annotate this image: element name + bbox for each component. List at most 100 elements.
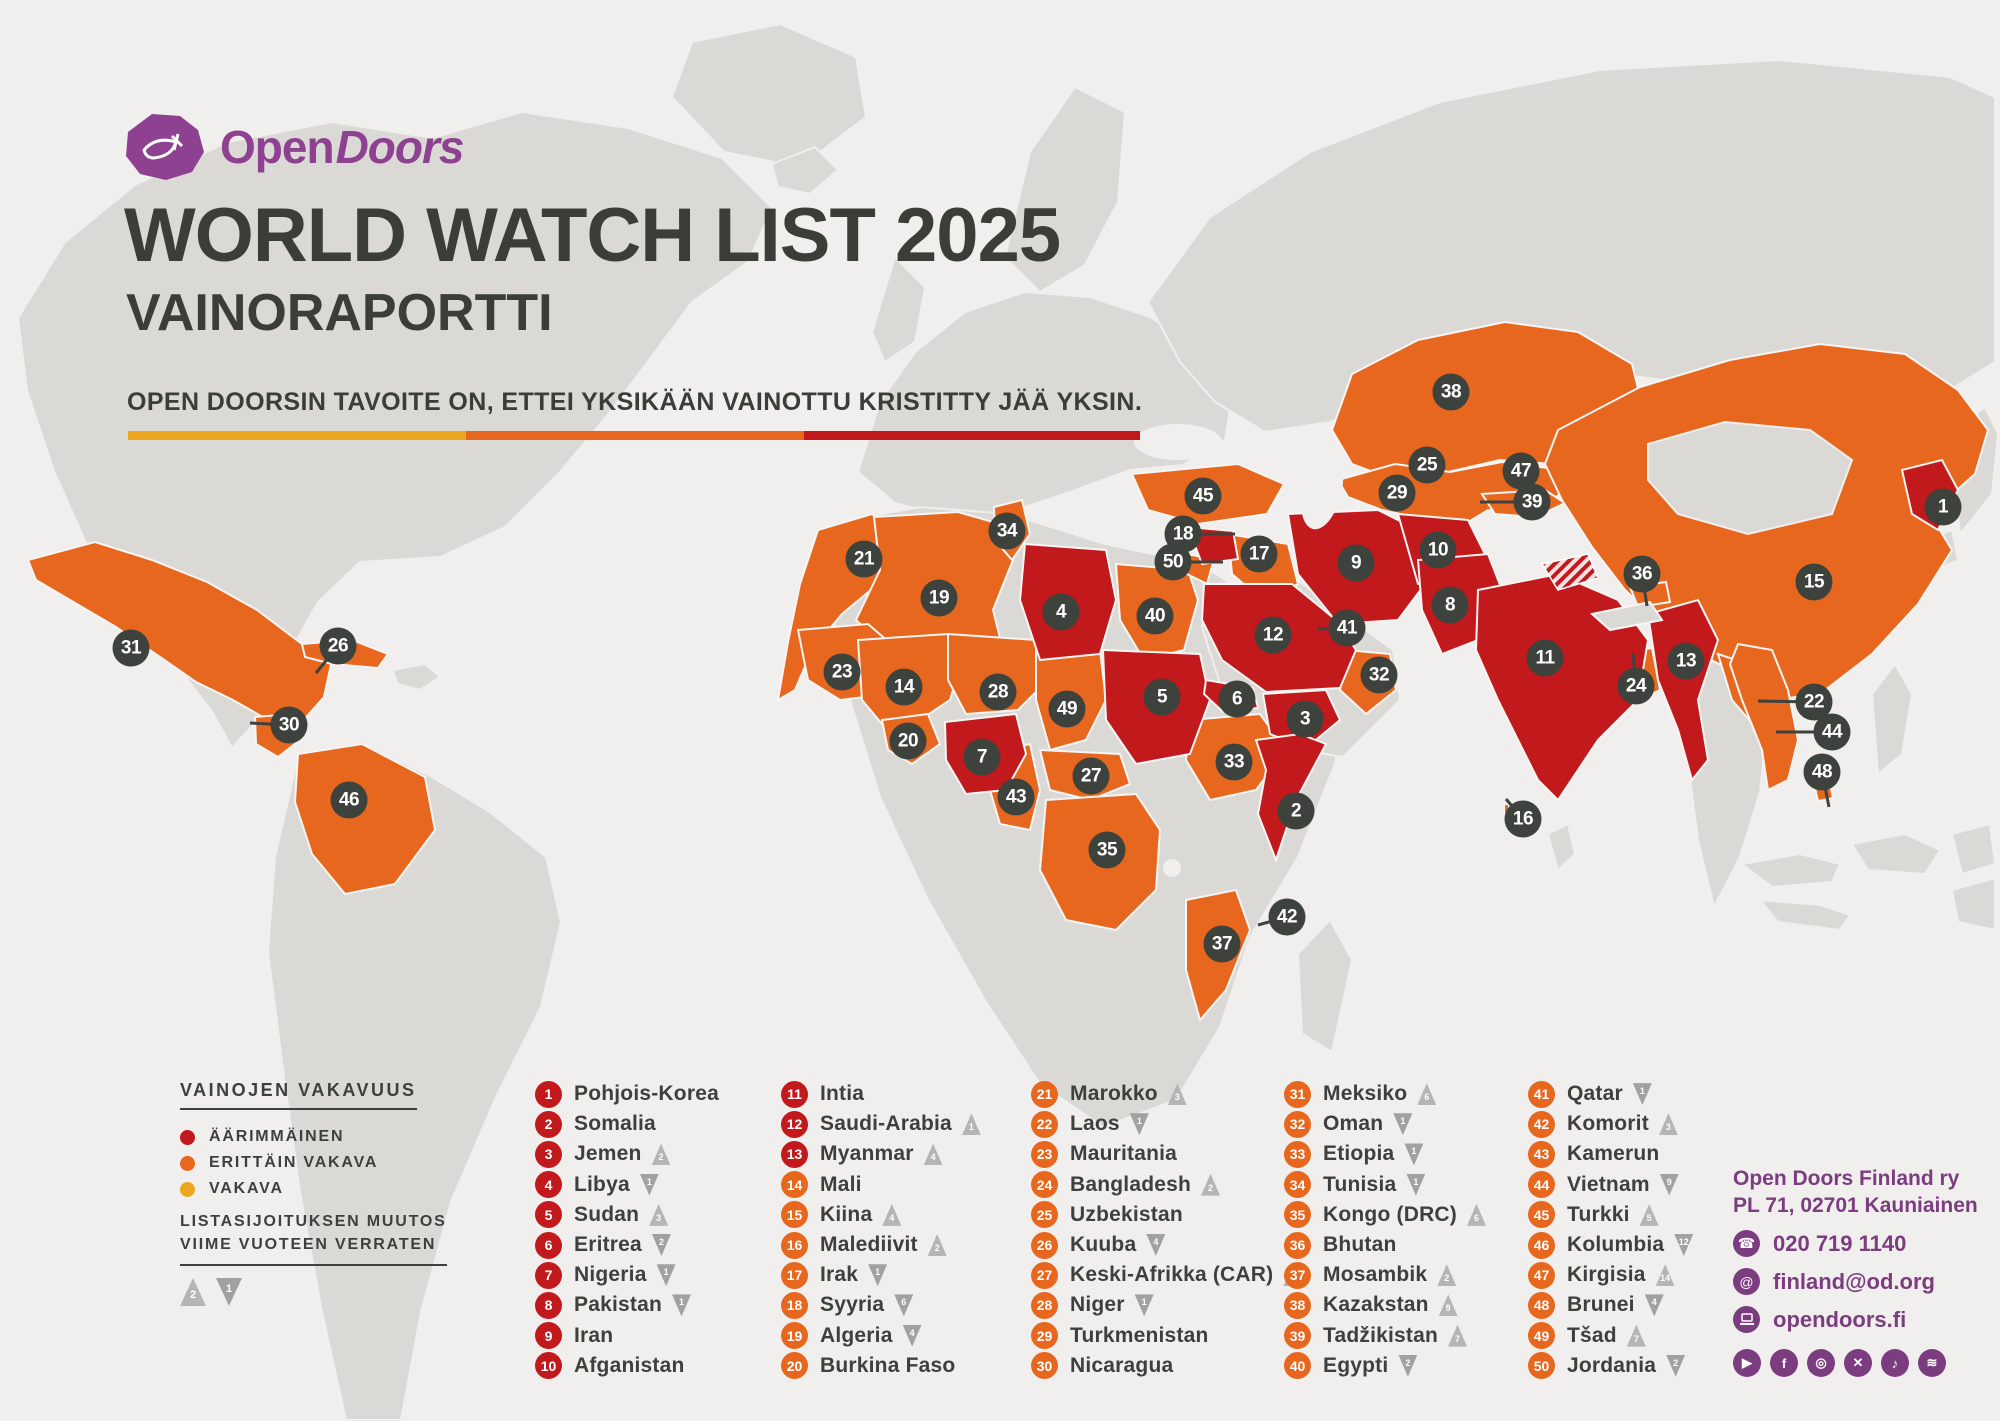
open-doors-logo: OpenDoors: [122, 112, 464, 182]
legend-severity: VAINOJEN VAKAVUUS ÄÄRIMMÄINEN ERITTÄIN VA…: [180, 1080, 417, 1202]
contact-org-name: Open Doors Finland ry: [1733, 1167, 1960, 1190]
social-youtube-icon[interactable]: ▶: [1733, 1349, 1761, 1377]
rank-badge: 24: [1031, 1171, 1058, 1199]
rank-up-icon: 2: [180, 1278, 206, 1306]
rank-badge: 25: [1031, 1201, 1058, 1229]
rank-badge: 9: [535, 1322, 562, 1350]
rank-badge: 38: [1284, 1291, 1311, 1319]
country-name: Saudi-Arabia: [820, 1112, 952, 1136]
rank-down-icon: 4: [1644, 1294, 1664, 1317]
country-name: Myanmar: [820, 1142, 914, 1166]
country-name: Komorit: [1567, 1112, 1649, 1136]
map-marker-41: 41: [1328, 609, 1366, 647]
rank-badge: 12: [781, 1110, 808, 1138]
contact-phone[interactable]: 020 719 1140: [1773, 1230, 1907, 1256]
country-name: Nigeria: [574, 1263, 647, 1287]
country-list-item: 17 Irak 1: [781, 1260, 981, 1290]
country-list-item: 27 Keski-Afrikka (CAR) 1: [1031, 1260, 1303, 1290]
rank-down-icon: 4: [1146, 1234, 1166, 1257]
social-icons-row: ▶ f ◎ ✕ ♪ ≋: [1733, 1349, 1978, 1377]
rank-badge: 23: [1031, 1140, 1058, 1168]
map-marker-20: 20: [889, 722, 927, 760]
country-name: Tšad: [1567, 1323, 1617, 1347]
country-list-item: 50 Jordania 2: [1528, 1351, 1693, 1381]
accent-bar-orange: [466, 431, 804, 440]
country-name: Brunei: [1567, 1293, 1635, 1317]
map-marker-37: 37: [1203, 925, 1241, 963]
social-facebook-icon[interactable]: f: [1770, 1349, 1798, 1377]
country-name: Etiopia: [1323, 1142, 1395, 1166]
contact-website[interactable]: opendoors.fi: [1773, 1306, 1907, 1332]
map-marker-43: 43: [997, 778, 1035, 816]
map-marker-24: 24: [1617, 667, 1655, 705]
rank-badge: 6: [535, 1231, 562, 1259]
social-x-icon[interactable]: ✕: [1844, 1349, 1872, 1377]
country-name: Uzbekistan: [1070, 1202, 1183, 1226]
country-name: Intia: [820, 1082, 865, 1106]
country-name: Turkki: [1567, 1202, 1630, 1226]
social-spotify-icon[interactable]: ≋: [1918, 1349, 1946, 1377]
rank-badge: 30: [1031, 1352, 1058, 1380]
contact-email[interactable]: finland@od.org: [1773, 1268, 1935, 1294]
map-marker-5: 5: [1143, 678, 1181, 716]
country-list-item: 11 Intia: [781, 1079, 981, 1109]
rank-down-icon: 2: [1666, 1354, 1686, 1377]
contact-email-row[interactable]: @ finland@od.org: [1733, 1268, 1978, 1295]
rank-badge: 43: [1528, 1140, 1555, 1168]
country-list-item: 13 Myanmar 4: [781, 1139, 981, 1169]
map-marker-34: 34: [988, 512, 1026, 550]
map-marker-6: 6: [1218, 680, 1256, 718]
map-marker-36: 36: [1623, 555, 1661, 593]
country-name: Oman: [1323, 1112, 1384, 1136]
rank-down-icon: 1: [868, 1264, 888, 1287]
legend-item: VAKAVA: [180, 1176, 417, 1202]
country-list-item: 25 Uzbekistan: [1031, 1200, 1302, 1230]
legend-severity-items: ÄÄRIMMÄINEN ERITTÄIN VAKAVA VAKAVA: [180, 1124, 417, 1202]
country-name: Meksiko: [1323, 1082, 1408, 1106]
rank-down-icon: 1: [656, 1264, 676, 1287]
logo-text-open: Open: [220, 121, 335, 173]
rank-badge: 3: [535, 1140, 562, 1168]
map-marker-16: 16: [1504, 800, 1542, 838]
country-list-item: 10 Afganistan: [535, 1351, 719, 1381]
rank-down-icon: 1: [1134, 1294, 1154, 1317]
country-list-item: 46 Kolumbia 12: [1528, 1230, 1694, 1260]
country-name: Egypti: [1323, 1353, 1389, 1377]
rank-down-icon: 6: [894, 1294, 914, 1317]
rank-badge: 26: [1031, 1231, 1058, 1259]
page-subtitle: VAINORAPORTTI: [126, 284, 553, 342]
contact-website-row[interactable]: opendoors.fi: [1733, 1306, 1978, 1333]
rank-badge: 1: [535, 1080, 562, 1108]
rank-badge: 40: [1284, 1352, 1311, 1380]
email-at-icon: @: [1733, 1268, 1760, 1295]
country-name: Nicaragua: [1070, 1353, 1174, 1377]
country-list-item: 21 Marokko 3: [1031, 1079, 1302, 1109]
country-list-item: 44 Vietnam 9: [1528, 1170, 1693, 1200]
legend-severity-title: VAINOJEN VAKAVUUS: [180, 1080, 417, 1110]
rank-up-icon: 14: [1655, 1264, 1675, 1287]
country-name: Marokko: [1070, 1082, 1158, 1106]
country-list-item: 4 Libya 1: [535, 1170, 719, 1200]
country-name: Kazakstan: [1323, 1293, 1429, 1317]
country-list-item: 3 Jemen 2: [535, 1139, 719, 1169]
country-name: Mosambik: [1323, 1263, 1428, 1287]
social-tiktok-icon[interactable]: ♪: [1881, 1349, 1909, 1377]
map-marker-11: 11: [1526, 639, 1564, 677]
rank-up-icon: 2: [1201, 1173, 1221, 1196]
rank-down-icon: 4: [902, 1324, 922, 1347]
country-name: Sudan: [574, 1202, 640, 1226]
country-list-item: 28 Niger 1: [1031, 1290, 1302, 1320]
contact-phone-row[interactable]: ☎ 020 719 1140: [1733, 1230, 1978, 1257]
map-marker-7: 7: [963, 738, 1001, 776]
map-marker-40: 40: [1136, 597, 1174, 635]
legend-change: LISTASIJOITUKSEN MUUTOS VIIME VUOTEEN VE…: [180, 1210, 447, 1306]
rank-badge: 10: [535, 1352, 562, 1380]
country-list-item: 7 Nigeria 1: [535, 1260, 719, 1290]
contact-address: PL 71, 02701 Kauniainen: [1733, 1194, 1978, 1217]
social-instagram-icon[interactable]: ◎: [1807, 1349, 1835, 1377]
rank-up-icon: 3: [1167, 1083, 1187, 1106]
map-marker-32: 32: [1360, 656, 1398, 694]
rank-badge: 4: [535, 1171, 562, 1199]
